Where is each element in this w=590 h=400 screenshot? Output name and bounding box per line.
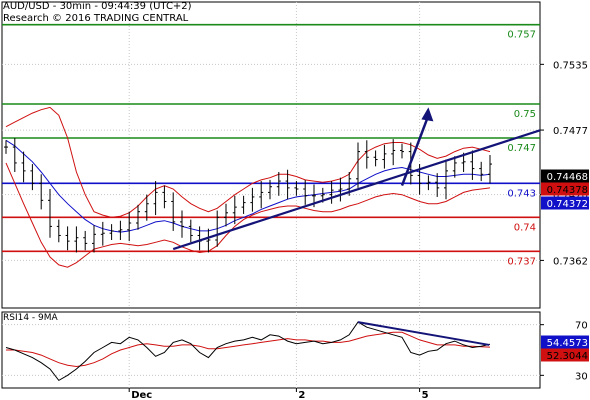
level-label: 0.757 [507,30,536,41]
time-x-axis: Dec 2 5 [128,388,429,400]
rsi-tag-bg [541,335,589,349]
rsi-y-tick-label: 30 [575,371,588,382]
level-label: 0.747 [507,143,536,154]
rsi-tag-label: 52.3044 [547,351,588,362]
rsi-panel: 70 30 54.4573 52.3044 [1,311,589,389]
price-tag-bg [541,196,589,210]
price-grid [2,2,540,308]
rsi-tag-label: 54.4573 [547,338,588,349]
rsi-divergence-line [357,321,490,346]
level-label: 0.743 [507,188,536,199]
bollinger-lower-line [5,162,491,268]
level-label: 0.737 [507,256,536,267]
price-tag-bg [541,169,589,183]
price-y-tick-label: 0.7420 [553,191,588,202]
target-arrow-shaft [400,114,430,187]
price-y-tick-label: 0.7477 [553,126,588,137]
rsi-grid [2,312,540,388]
rsi-plot-area [1,311,541,389]
price-tag-label: 0.74372 [547,199,588,210]
x-tick-label: Dec [131,390,152,400]
x-tick-label: 5 [422,390,429,400]
price-tag-bg [541,182,589,196]
chart-header-title: AUD/USD - 30min - 09:44:39 (UTC+2) [3,1,192,12]
price-y-axis: 0.7535 0.7477 0.7420 0.7362 [540,60,588,267]
x-tick-label: 2 [298,390,305,400]
rsi-y-tick-label: 70 [575,321,588,332]
rsi-y-axis: 70 30 [540,321,588,382]
price-value-tags: 0.74468 0.74378 0.74372 [541,169,589,210]
price-plot-area [1,1,541,309]
level-label: 0.74 [514,222,536,233]
rsi-ma-line [6,331,491,368]
uptrend-line [172,129,541,251]
chart-header-copyright: Research © 2016 TRADING CENTRAL [3,13,189,24]
price-panel: 0.757 0.75 0.747 0.743 0.74 0.737 0.7535 0.747… [1,1,589,309]
price-y-tick-label: 0.7362 [553,256,588,267]
rsi-value-tags: 54.4573 52.3044 [541,335,589,362]
level-label: 0.75 [514,109,536,120]
rsi-series-layer [5,321,491,382]
rsi-tag-bg [541,348,589,362]
price-tag-label: 0.74378 [547,185,588,196]
rsi-panel-title: RSI14 - 9MA [3,313,58,323]
price-y-tick-label: 0.7535 [553,60,588,71]
price-tag-label: 0.74468 [547,172,588,183]
target-arrow-head [421,107,434,122]
rsi-line [5,321,491,382]
price-series-layer [4,106,541,268]
bollinger-upper-line [5,106,491,218]
